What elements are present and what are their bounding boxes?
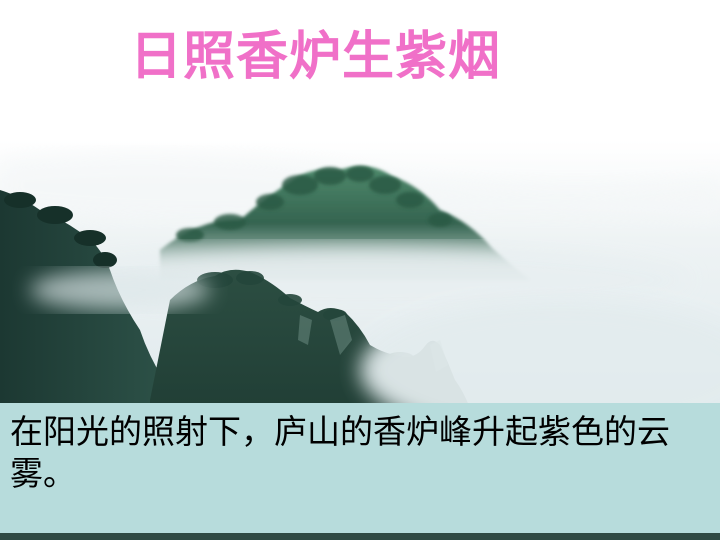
bottom-photo-strip	[0, 533, 720, 540]
caption-text: 在阳光的照射下，庐山的香炉峰升起紫色的云雾。	[10, 412, 670, 493]
slide-title: 日照香炉生紫烟	[130, 27, 502, 87]
caption-box: 在阳光的照射下，庐山的香炉峰升起紫色的云雾。	[0, 403, 720, 533]
